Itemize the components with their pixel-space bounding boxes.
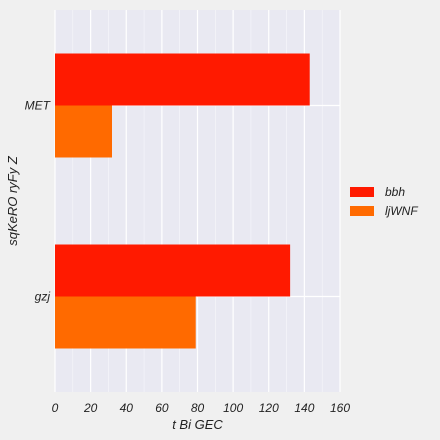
x-tick-label: 60 (155, 401, 169, 415)
x-tick-label: 0 (52, 401, 59, 415)
x-tick-label: 120 (259, 401, 279, 415)
x-tick-label: 40 (120, 401, 134, 415)
bar-ljWNF-MET (55, 105, 112, 158)
x-axis-label: t Bi GEC (172, 417, 223, 432)
bar-bbh-MET (55, 53, 310, 106)
x-tick-label: 20 (83, 401, 98, 415)
legend-swatch-ljWNF (350, 206, 374, 216)
x-tick-label: 160 (330, 401, 350, 415)
y-tick-label: gzj (35, 290, 51, 304)
x-tick-label: 80 (191, 401, 205, 415)
x-tick-label: 100 (223, 401, 243, 415)
legend-label-ljWNF: ljWNF (385, 204, 418, 218)
bar-bbh-gzj (55, 244, 291, 297)
legend-label-bbh: bbh (385, 185, 405, 199)
x-axis-ticks: 0 20 40 60 80 100 120 140 160 (52, 401, 351, 415)
y-tick-label: MET (25, 99, 52, 113)
legend-swatch-bbh (350, 187, 374, 197)
y-axis-label: sqKeRO ryFy Z (5, 155, 20, 246)
y-axis-ticks: MET gzj (25, 99, 52, 304)
legend: bbh ljWNF (350, 185, 418, 218)
bars (55, 53, 310, 349)
bar-ljWNF-gzj (55, 296, 196, 349)
x-tick-label: 140 (294, 401, 314, 415)
